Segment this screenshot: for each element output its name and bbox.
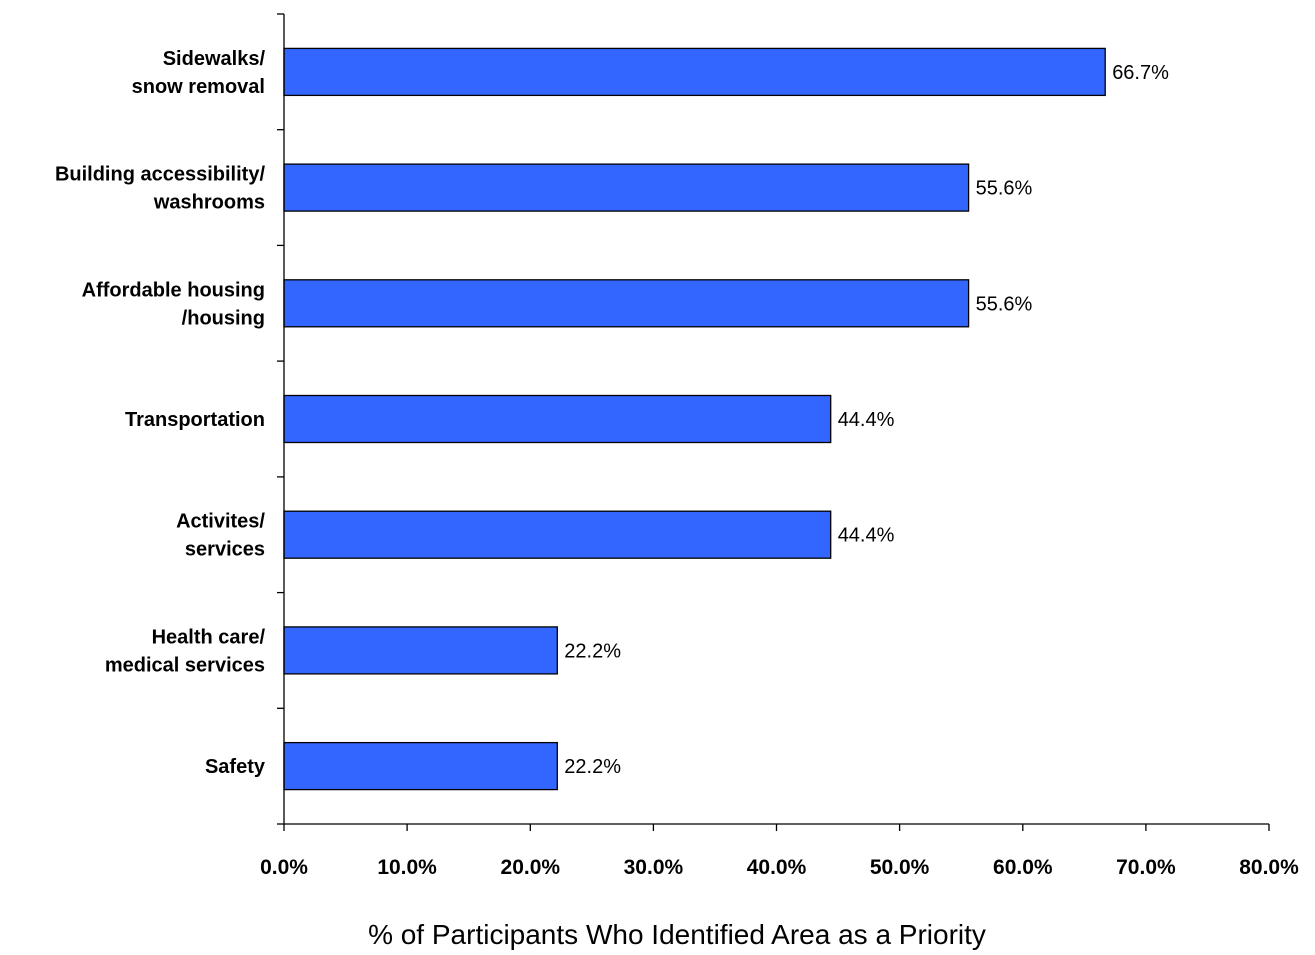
category-label: Health care/medical services	[105, 626, 266, 676]
category-label-line: medical services	[105, 654, 265, 676]
category-label: Sidewalks/snow removal	[132, 48, 266, 98]
category-label-line: Transportation	[125, 409, 265, 431]
category-label: Activites/services	[176, 511, 265, 561]
x-tick-label: 50.0%	[870, 856, 930, 879]
data-label: 44.4%	[838, 525, 895, 547]
x-tick-label: 0.0%	[260, 856, 308, 879]
category-label: Affordable housing/housing	[82, 279, 265, 329]
x-tick-label: 60.0%	[993, 856, 1053, 879]
category-label-line: Sidewalks/	[163, 48, 266, 70]
data-label: 55.6%	[976, 293, 1033, 315]
category-label: Transportation	[125, 409, 265, 431]
axes: 0.0% 10.0% 20.0% 30.0% 40.0% 50.0% 60.0% 70.0% 8…	[260, 13, 1299, 879]
data-label: 22.2%	[564, 640, 621, 662]
category-label-line: Building accessibility/	[55, 164, 266, 186]
x-axis-title: % of Participants Who Identified Area as…	[368, 919, 986, 950]
x-tick-label: 10.0%	[377, 856, 437, 879]
bar	[283, 163, 970, 212]
x-tick-label: 70.0%	[1116, 856, 1176, 879]
category-label-line: /housing	[182, 307, 265, 329]
bars	[283, 47, 1106, 791]
bar	[283, 279, 970, 328]
category-label-line: services	[185, 539, 265, 561]
x-tick-label: 80.0%	[1239, 856, 1299, 879]
bar	[283, 510, 832, 559]
bar	[283, 626, 558, 675]
data-label: 55.6%	[976, 178, 1033, 200]
bar	[283, 394, 832, 444]
category-label-line: Affordable housing	[82, 279, 265, 301]
category-label: Safety	[205, 756, 266, 778]
x-tick-label: 20.0%	[501, 856, 561, 879]
category-labels: 66.7% Sidewalks/snow removal 55.6% Building…	[55, 48, 1169, 778]
data-label: 66.7%	[1112, 62, 1169, 84]
category-label-line: Activites/	[176, 511, 265, 533]
category-label-line: snow removal	[132, 76, 265, 98]
data-label: 44.4%	[838, 409, 895, 431]
category-label: Building accessibility/washrooms	[55, 164, 266, 214]
bar	[283, 47, 1106, 97]
category-label-line: Safety	[205, 756, 266, 778]
x-tick-label: 40.0%	[747, 856, 807, 879]
bar	[283, 741, 558, 791]
category-label-line: Health care/	[152, 626, 266, 648]
data-label: 22.2%	[564, 756, 621, 778]
category-label-line: washrooms	[153, 192, 265, 214]
x-tick-label: 30.0%	[624, 856, 684, 879]
